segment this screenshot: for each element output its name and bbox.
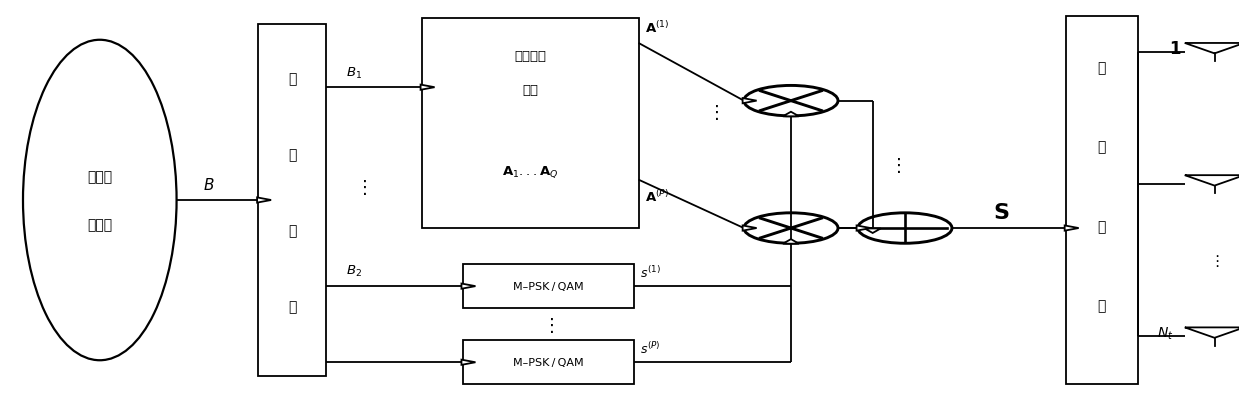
- Polygon shape: [782, 112, 799, 117]
- Polygon shape: [782, 239, 799, 244]
- Text: 串: 串: [288, 72, 296, 86]
- Polygon shape: [743, 99, 756, 104]
- Text: $s^{(P)}$: $s^{(P)}$: [640, 340, 660, 356]
- Bar: [422, 19, 639, 229]
- Text: 矩阵: 矩阵: [522, 83, 538, 97]
- Bar: [1066, 17, 1138, 384]
- Polygon shape: [461, 360, 475, 365]
- Text: $\vdots$: $\vdots$: [542, 315, 554, 334]
- Text: $\vdots$: $\vdots$: [889, 156, 901, 174]
- Bar: [463, 340, 634, 384]
- Polygon shape: [1065, 226, 1079, 231]
- Polygon shape: [420, 85, 434, 91]
- Text: $B_1$: $B_1$: [346, 65, 362, 80]
- Polygon shape: [743, 226, 756, 231]
- Text: $\mathbf{S}$: $\mathbf{S}$: [993, 203, 1009, 223]
- Text: 发送数: 发送数: [87, 170, 113, 184]
- Text: 换: 换: [288, 299, 296, 313]
- Text: M–PSK / QAM: M–PSK / QAM: [513, 357, 584, 367]
- Polygon shape: [461, 284, 475, 289]
- Text: $N_t$: $N_t$: [1157, 325, 1173, 341]
- Text: 激活散射: 激活散射: [515, 50, 546, 63]
- Text: $s^{(1)}$: $s^{(1)}$: [640, 265, 661, 280]
- Text: 射: 射: [1097, 298, 1106, 312]
- Text: 转: 转: [288, 223, 296, 237]
- Text: 空: 空: [1097, 61, 1106, 75]
- Text: $B$: $B$: [203, 176, 215, 192]
- Polygon shape: [864, 229, 880, 233]
- Text: $B_2$: $B_2$: [346, 264, 362, 279]
- Polygon shape: [257, 198, 272, 203]
- Text: $\mathbf{A}_1...\mathbf{A}_Q$: $\mathbf{A}_1...\mathbf{A}_Q$: [502, 164, 558, 180]
- Text: $\vdots$: $\vdots$: [355, 178, 367, 196]
- Text: $\vdots$: $\vdots$: [1209, 253, 1220, 268]
- Text: 并: 并: [288, 148, 296, 162]
- Text: 映: 映: [1097, 219, 1106, 233]
- Bar: [463, 264, 634, 308]
- Text: 据比特: 据比特: [87, 217, 113, 231]
- Bar: [258, 25, 326, 376]
- Text: $\mathbf{1}$: $\mathbf{1}$: [1169, 40, 1180, 58]
- Text: $\mathbf{A}^{(P)}$: $\mathbf{A}^{(P)}$: [645, 188, 670, 204]
- Text: $\mathbf{A}^{(1)}$: $\mathbf{A}^{(1)}$: [645, 20, 670, 36]
- Text: M–PSK / QAM: M–PSK / QAM: [513, 282, 584, 292]
- Text: $\vdots$: $\vdots$: [707, 103, 719, 122]
- Polygon shape: [857, 226, 870, 231]
- Text: 时: 时: [1097, 140, 1106, 154]
